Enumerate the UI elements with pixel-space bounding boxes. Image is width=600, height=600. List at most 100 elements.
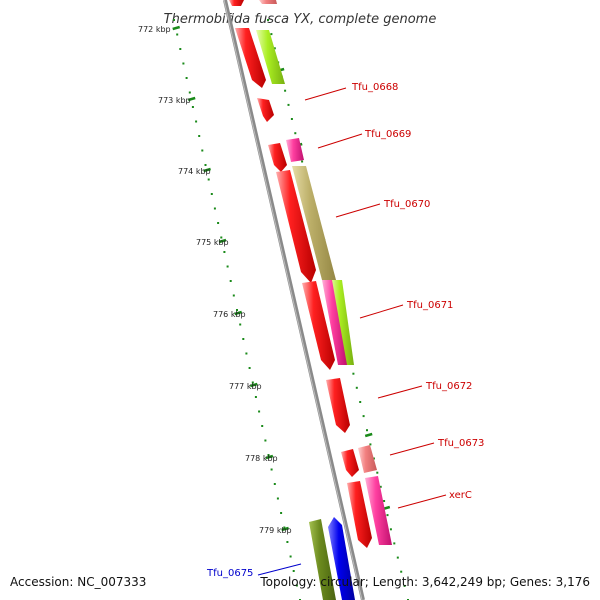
ruler-dot	[289, 555, 292, 558]
ruler-dot	[245, 352, 248, 355]
gene-feature-red-3[interactable]	[268, 143, 287, 172]
tick-labels: 772 kbp 773 kbp 774 kbp 775 kbp 776 kbp …	[138, 25, 292, 535]
leader-tfu0669	[317, 133, 363, 149]
gene-feature-red-6[interactable]	[341, 449, 359, 477]
leader-tfu0672	[377, 385, 423, 399]
ruler-dot	[273, 483, 276, 485]
ruler-dot	[236, 309, 238, 311]
gene-feature-red-2[interactable]	[257, 98, 274, 122]
gene-feature-blue-tfu0675[interactable]	[328, 517, 355, 600]
outer-track-dot	[359, 401, 362, 403]
ruler-dot	[276, 497, 279, 500]
gene-feature-red-1[interactable]	[235, 28, 266, 88]
ruler-major-tick	[203, 167, 211, 173]
genome-backbone-highlight	[223, 0, 363, 600]
outer-track-dot	[386, 514, 389, 517]
outer-track-dot	[400, 570, 403, 573]
ruler-dot	[261, 425, 264, 427]
tick-label-779: 779 kbp	[259, 526, 292, 535]
ruler-major-tick	[265, 454, 274, 460]
outer-track-dot	[270, 33, 273, 36]
outer-track-dot	[372, 457, 375, 460]
gene-label-xerc[interactable]: xerC	[449, 490, 472, 501]
gene-label-tfu0671[interactable]: Tfu_0671	[406, 300, 453, 311]
ruler-dot	[217, 222, 220, 224]
tick-label-774: 774 kbp	[178, 167, 211, 176]
gene-feature-lime-tfu0671[interactable]	[330, 280, 354, 365]
outer-track-dot	[393, 542, 396, 545]
gene-labels: Tfu_0668 Tfu_0669 Tfu_0670 Tfu_0671 Tfu_…	[206, 82, 484, 579]
tick-label-775: 775 kbp	[196, 238, 229, 247]
ruler-dot	[264, 439, 267, 442]
gene-label-tfu0669[interactable]: Tfu_0669	[364, 129, 411, 140]
leader-tfu0670	[335, 203, 381, 218]
ruler-dot	[280, 512, 283, 514]
outer-track-dot	[273, 47, 276, 50]
outer-track-dot	[287, 103, 290, 106]
outer-track-dot	[355, 386, 358, 389]
tick-label-776: 776 kbp	[213, 310, 246, 319]
ruler-dot	[198, 135, 201, 137]
gene-feature-top-salmon[interactable]	[259, 0, 277, 4]
leader-tfu0675	[257, 563, 302, 576]
genome-backbone	[223, 0, 365, 600]
ruler-dot	[210, 193, 213, 195]
ruler-dot	[220, 236, 223, 239]
ruler-dot	[251, 381, 254, 384]
ruler-dot	[295, 584, 298, 587]
ruler-major-tick	[187, 96, 196, 102]
gene-label-tfu0670[interactable]: Tfu_0670	[383, 199, 430, 210]
gene-feature-red-tfu0672[interactable]	[326, 378, 350, 433]
gene-feature-pink-xerc[interactable]	[365, 476, 392, 545]
outer-track-tick	[364, 432, 373, 438]
ruler-dot	[232, 294, 235, 297]
leader-tfu0673	[389, 442, 435, 456]
ruler-dot	[195, 120, 198, 123]
ruler-major-tick	[249, 382, 258, 388]
gene-feature-salmon-tfu0673[interactable]	[358, 445, 377, 473]
tick-label-777: 777 kbp	[229, 382, 262, 391]
gene-feature-pink-tfu0671[interactable]	[322, 280, 347, 365]
gene-label-tfu0672[interactable]: Tfu_0672	[425, 381, 472, 392]
gene-label-tfu0673[interactable]: Tfu_0673	[437, 438, 484, 449]
ruler-dot	[213, 207, 216, 210]
ruler-dot	[191, 106, 194, 108]
ruler-dot	[283, 526, 286, 529]
label-leaders	[257, 87, 447, 576]
ruler-dot	[226, 265, 229, 268]
outer-track-dot	[301, 160, 304, 163]
ruler-major-tick	[281, 526, 289, 532]
leader-tfu0671	[359, 304, 404, 319]
ruler-dot	[173, 19, 175, 21]
gene-feature-top-red[interactable]	[229, 0, 244, 6]
ruler-major-tick	[172, 25, 181, 31]
ruler-dot	[258, 410, 261, 413]
ruler-dot	[188, 91, 191, 94]
ruler-dot	[242, 338, 245, 340]
ruler-dot	[248, 367, 251, 369]
tick-label-778: 778 kbp	[245, 454, 278, 463]
ruler-ticks	[172, 25, 391, 532]
ruler-dot	[254, 396, 257, 398]
outer-track-dot	[376, 471, 379, 474]
ruler-dot	[267, 454, 270, 456]
ruler-dot	[201, 149, 204, 152]
gene-feature-pink-tfu0669[interactable]	[286, 138, 304, 162]
outer-track-dot	[284, 89, 287, 92]
tick-label-772: 772 kbp	[138, 25, 171, 34]
ruler-dot	[204, 164, 207, 166]
topology-text: Topology: circular; Length: 3,642,249 bp…	[259, 575, 590, 589]
ruler-major-tick	[218, 238, 227, 244]
gene-label-tfu0675[interactable]: Tfu_0675	[206, 568, 253, 579]
gene-feature-olive[interactable]	[309, 519, 336, 600]
gene-feature-red-7[interactable]	[347, 481, 372, 548]
outer-track-dot	[369, 443, 372, 446]
ruler-dot	[239, 323, 242, 326]
gene-feature-red-4[interactable]	[276, 170, 316, 283]
gene-feature-red-5[interactable]	[302, 281, 335, 370]
gene-feature-khaki-tfu0670[interactable]	[292, 166, 336, 280]
gene-feature-lime-1[interactable]	[256, 30, 285, 84]
ruler-dot	[286, 541, 289, 543]
gene-label-tfu0668[interactable]: Tfu_0668	[351, 82, 398, 93]
